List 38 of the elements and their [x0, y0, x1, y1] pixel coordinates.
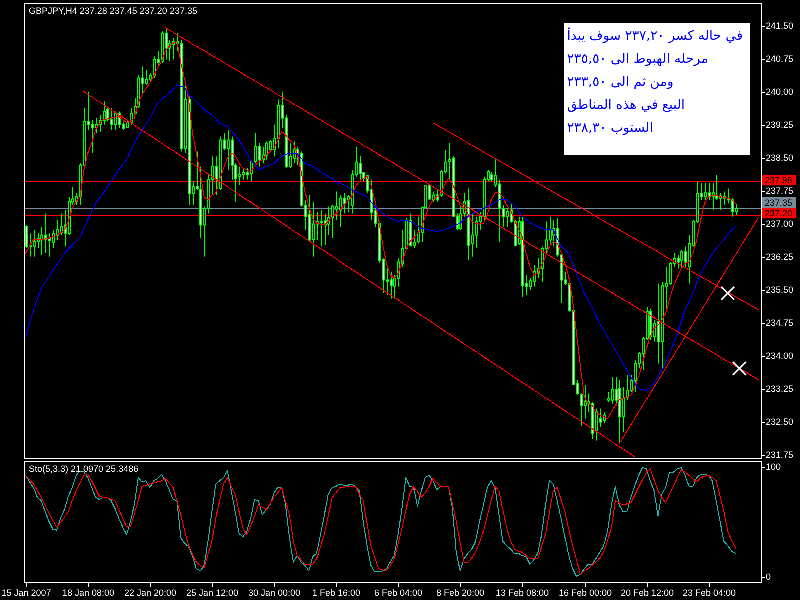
annotation: البيع في هذه المناطق	[567, 98, 686, 113]
y-tick-label: 239.25	[766, 120, 794, 130]
chart-title: Sto(5,3,3) 21.0970 25.3486	[29, 464, 139, 474]
x-tick-label: 23 Feb 04:00	[682, 588, 736, 598]
y-tick-label: 237.00	[766, 219, 794, 230]
y-tick-label: 233.25	[766, 384, 794, 394]
y-tick-label: 235.50	[766, 285, 794, 296]
y-tick-label: 240.00	[766, 87, 794, 98]
x-tick-label: 6 Feb 04:00	[374, 588, 423, 598]
y-tick-label: 238.50	[766, 153, 794, 164]
x-tick-label: 13 Feb 08:00	[496, 588, 550, 598]
x-tick-label: 30 Jan 00:00	[248, 588, 301, 598]
annotation: في حاله كسر ٢٣٧,٢٠ سوف يبدأ	[567, 26, 743, 44]
annotation: ومن ثم الى ٢٣٣,٥٠	[567, 75, 674, 90]
y-tick-label: 234.00	[766, 351, 794, 362]
annotation: الستوب ٢٣٨,٣٠	[567, 121, 654, 136]
y-tick-label: 240.75	[766, 54, 794, 64]
x-tick-label: 22 Jan 20:00	[124, 588, 177, 598]
ref-line-label: 237.98	[765, 175, 793, 186]
y-tick-label: 0	[766, 572, 772, 582]
y-tick-label: 237.75	[766, 186, 794, 196]
chart-title: GBPJPY,H4 237.28 237.45 237.20 237.35	[29, 6, 198, 16]
y-tick-label: 241.50	[766, 21, 794, 32]
x-tick-label: 18 Jan 08:00	[62, 588, 115, 598]
x-tick-label: 16 Feb 00:00	[558, 588, 612, 598]
ref-line-label: 237.20	[765, 208, 793, 218]
y-tick-label: 231.75	[766, 450, 794, 460]
x-tick-label: 1 Feb 16:00	[312, 588, 361, 598]
y-tick-label: 236.25	[766, 252, 794, 262]
y-tick-label: 232.50	[766, 417, 794, 428]
annotation: مرحله الهبوط الى ٢٣٥,٥٠	[567, 52, 708, 67]
y-tick-label: 234.75	[766, 318, 794, 328]
x-tick-label: 15 Jan 2007	[2, 588, 52, 598]
ref-line-label: 237.35	[765, 198, 793, 208]
x-tick-label: 8 Feb 20:00	[436, 588, 485, 598]
y-tick-label: 100	[766, 462, 782, 472]
x-tick-label: 25 Jan 12:00	[186, 588, 239, 598]
x-tick-label: 20 Feb 12:00	[620, 588, 674, 598]
